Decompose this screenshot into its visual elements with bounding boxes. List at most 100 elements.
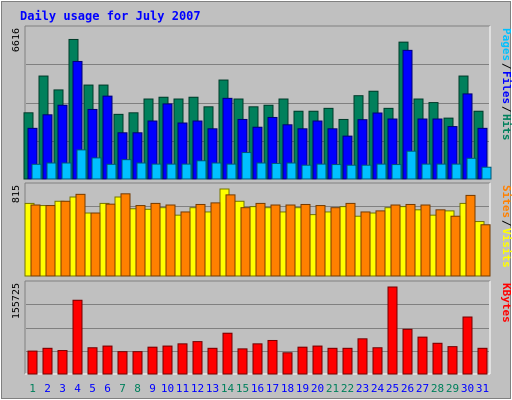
bar-sites-day-11 <box>180 211 191 277</box>
legend-pages: Pages <box>500 28 512 61</box>
bar-pages-day-30 <box>466 157 477 180</box>
bar-pages-day-16 <box>256 162 267 180</box>
bar-kbytes-day-26 <box>402 328 413 375</box>
bar-sites-day-6 <box>105 203 116 277</box>
x-label-day-11: 11 <box>176 382 189 395</box>
day-axis-labels: 1 2 3 4 5 6 7 8 9 10 11 12 13 14 15 16 17 18 19 20 21 22 23 24 2… <box>29 382 489 395</box>
x-label-day-26: 26 <box>401 382 414 395</box>
bar-kbytes-day-29 <box>447 346 458 375</box>
x-label-day-9: 9 <box>149 382 156 395</box>
kbytes-panel: 155725 KBytes <box>11 280 512 375</box>
bar-pages-day-12 <box>196 160 207 180</box>
x-label-day-7: 7 <box>119 382 126 395</box>
x-label-day-2: 2 <box>44 382 51 395</box>
bar-sites-day-7 <box>120 193 131 277</box>
bar-pages-day-21 <box>331 164 342 180</box>
bar-sites-day-22 <box>345 202 356 277</box>
x-label-day-3: 3 <box>59 382 66 395</box>
bar-pages-day-11 <box>181 163 192 180</box>
bar-sites-day-28 <box>435 209 446 277</box>
x-label-day-19: 19 <box>296 382 309 395</box>
bar-sites-day-10 <box>165 204 176 277</box>
legend-separator: / <box>500 220 512 227</box>
x-label-day-21: 21 <box>326 382 339 395</box>
bar-pages-day-28 <box>436 163 447 180</box>
bar-pages-day-19 <box>301 164 312 180</box>
bar-sites-day-14 <box>225 194 236 277</box>
x-label-day-8: 8 <box>134 382 141 395</box>
bar-pages-day-1 <box>31 163 42 180</box>
bar-kbytes-day-13 <box>207 347 218 375</box>
bar-sites-day-25 <box>390 204 401 277</box>
bar-kbytes-day-15 <box>237 348 248 375</box>
x-label-day-25: 25 <box>386 382 399 395</box>
x-label-day-29: 29 <box>446 382 459 395</box>
x-label-day-5: 5 <box>89 382 96 395</box>
x-label-day-23: 23 <box>356 382 369 395</box>
bar-pages-day-26 <box>406 150 417 180</box>
bar-kbytes-day-5 <box>87 347 98 375</box>
bar-pages-day-13 <box>211 162 222 180</box>
bar-pages-day-4 <box>76 149 87 180</box>
bar-kbytes-day-7 <box>117 351 128 375</box>
x-label-day-4: 4 <box>74 382 81 395</box>
bar-sites-day-20 <box>315 205 326 277</box>
x-label-day-17: 17 <box>266 382 279 395</box>
bar-sites-day-3 <box>60 200 71 277</box>
x-label-day-16: 16 <box>251 382 264 395</box>
hits-files-pages-panel: 6616 Pages/Files/Hits <box>11 25 512 180</box>
bar-pages-day-3 <box>61 162 72 180</box>
x-label-day-28: 28 <box>431 382 444 395</box>
bar-pages-day-17 <box>271 162 282 180</box>
bar-pages-day-7 <box>121 159 132 180</box>
bar-sites-day-15 <box>240 207 251 277</box>
bar-kbytes-day-24 <box>372 347 383 375</box>
bar-kbytes-day-31 <box>477 347 488 375</box>
x-label-day-20: 20 <box>311 382 324 395</box>
bar-pages-day-27 <box>421 163 432 180</box>
bar-pages-day-25 <box>391 164 402 180</box>
bar-sites-day-31 <box>480 224 491 277</box>
x-label-day-13: 13 <box>206 382 219 395</box>
bar-sites-day-8 <box>135 205 146 277</box>
x-label-day-15: 15 <box>236 382 249 395</box>
bar-sites-day-19 <box>300 203 311 277</box>
bar-kbytes-day-1 <box>27 350 38 375</box>
x-label-day-27: 27 <box>416 382 429 395</box>
y-max-label-visits: 815 <box>11 185 22 203</box>
bar-sites-day-17 <box>270 204 281 277</box>
bar-pages-day-2 <box>46 162 57 180</box>
legend-separator: / <box>500 106 512 113</box>
bar-kbytes-day-28 <box>432 342 443 375</box>
legend-visits: Visits <box>500 228 512 268</box>
bar-pages-day-6 <box>106 163 117 180</box>
bar-sites-day-18 <box>285 204 296 277</box>
bar-sites-day-2 <box>45 205 56 277</box>
bar-pages-day-18 <box>286 162 297 180</box>
bar-sites-day-9 <box>150 202 161 277</box>
bar-sites-day-5 <box>90 212 101 277</box>
legend-sites: Sites <box>500 185 512 218</box>
x-label-day-10: 10 <box>161 382 174 395</box>
bar-kbytes-day-10 <box>162 345 173 375</box>
bar-kbytes-day-19 <box>297 346 308 375</box>
bar-sites-day-12 <box>195 203 206 277</box>
legend-separator: / <box>500 63 512 70</box>
bar-pages-day-10 <box>166 163 177 180</box>
bar-kbytes-day-12 <box>192 341 203 375</box>
visits-sites-panel: 815 Sites /Visits <box>11 182 512 277</box>
bar-kbytes-day-4 <box>72 299 83 375</box>
bar-sites-day-24 <box>375 210 386 277</box>
bar-sites-day-4 <box>75 193 86 277</box>
bar-sites-day-26 <box>405 203 416 277</box>
legend-hits: Hits <box>500 114 512 141</box>
bar-kbytes-day-17 <box>267 339 278 375</box>
legend-files: Files <box>500 71 512 104</box>
bar-pages-day-31 <box>481 166 492 180</box>
bar-pages-day-9 <box>151 163 162 180</box>
bar-sites-day-16 <box>255 202 266 277</box>
bar-sites-day-21 <box>330 207 341 277</box>
bar-kbytes-day-3 <box>57 350 68 375</box>
x-label-day-18: 18 <box>281 382 294 395</box>
bar-pages-day-22 <box>346 164 357 180</box>
